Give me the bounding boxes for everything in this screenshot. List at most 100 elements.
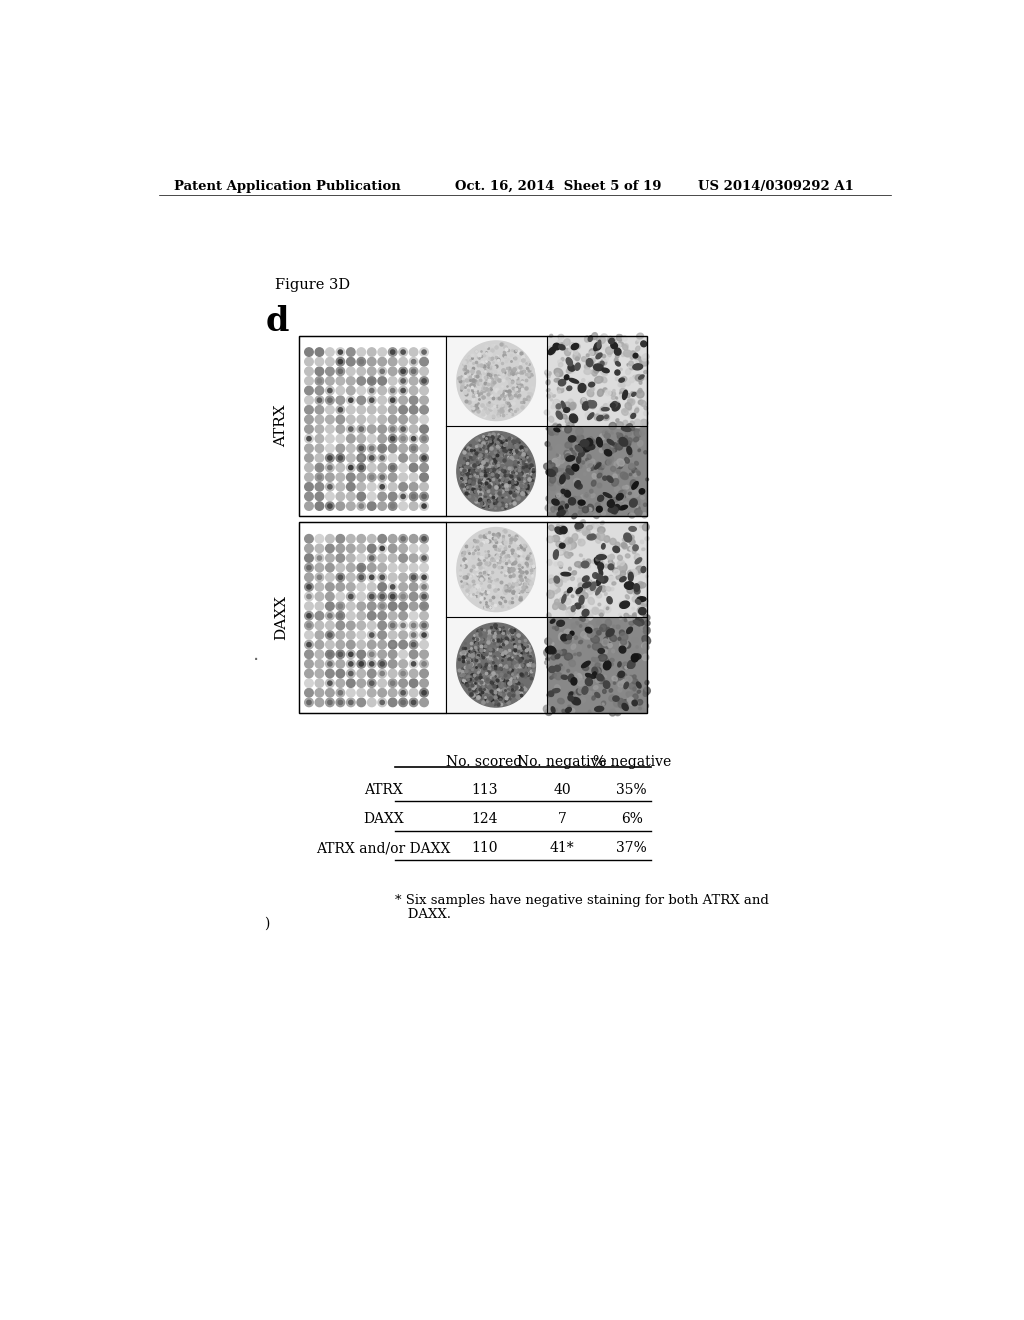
Circle shape bbox=[368, 564, 376, 572]
Ellipse shape bbox=[587, 359, 593, 367]
Ellipse shape bbox=[642, 524, 649, 531]
Ellipse shape bbox=[644, 620, 650, 626]
Ellipse shape bbox=[564, 426, 571, 433]
Ellipse shape bbox=[586, 678, 593, 685]
Ellipse shape bbox=[547, 593, 551, 595]
Circle shape bbox=[315, 463, 324, 471]
Circle shape bbox=[368, 405, 376, 414]
Ellipse shape bbox=[579, 451, 585, 457]
Ellipse shape bbox=[626, 692, 633, 698]
Ellipse shape bbox=[574, 672, 578, 673]
Ellipse shape bbox=[554, 562, 558, 566]
Ellipse shape bbox=[567, 587, 572, 593]
Ellipse shape bbox=[583, 507, 589, 512]
Circle shape bbox=[368, 376, 376, 385]
Circle shape bbox=[370, 475, 374, 479]
Ellipse shape bbox=[592, 696, 595, 700]
Circle shape bbox=[370, 379, 374, 383]
Ellipse shape bbox=[560, 502, 564, 506]
Ellipse shape bbox=[618, 381, 624, 387]
Ellipse shape bbox=[600, 342, 607, 350]
Circle shape bbox=[368, 473, 376, 482]
Ellipse shape bbox=[558, 391, 560, 393]
Circle shape bbox=[422, 437, 426, 441]
Circle shape bbox=[357, 669, 366, 677]
Ellipse shape bbox=[643, 688, 650, 694]
Circle shape bbox=[359, 466, 364, 470]
Circle shape bbox=[336, 640, 345, 649]
Circle shape bbox=[370, 652, 374, 656]
Ellipse shape bbox=[603, 492, 611, 498]
Circle shape bbox=[420, 473, 428, 482]
Circle shape bbox=[368, 358, 376, 366]
Ellipse shape bbox=[620, 601, 630, 609]
Ellipse shape bbox=[575, 434, 584, 442]
Circle shape bbox=[410, 678, 418, 688]
Circle shape bbox=[388, 358, 397, 366]
Circle shape bbox=[401, 537, 406, 541]
Circle shape bbox=[390, 437, 395, 441]
Ellipse shape bbox=[565, 504, 568, 508]
Circle shape bbox=[336, 492, 345, 500]
Circle shape bbox=[410, 463, 418, 471]
Circle shape bbox=[326, 669, 334, 677]
Text: 110: 110 bbox=[471, 841, 498, 855]
Ellipse shape bbox=[567, 385, 571, 391]
Ellipse shape bbox=[564, 552, 571, 558]
Ellipse shape bbox=[615, 378, 618, 380]
Circle shape bbox=[326, 425, 334, 433]
Bar bbox=[299, 521, 445, 713]
Circle shape bbox=[368, 602, 376, 610]
Ellipse shape bbox=[617, 661, 622, 667]
Ellipse shape bbox=[564, 598, 571, 605]
Circle shape bbox=[399, 367, 408, 376]
Circle shape bbox=[420, 358, 428, 366]
Ellipse shape bbox=[621, 383, 626, 387]
Ellipse shape bbox=[592, 480, 596, 486]
Circle shape bbox=[368, 544, 376, 553]
Ellipse shape bbox=[637, 507, 640, 511]
Ellipse shape bbox=[559, 664, 562, 668]
Ellipse shape bbox=[607, 352, 611, 356]
Ellipse shape bbox=[599, 682, 606, 689]
Ellipse shape bbox=[553, 424, 557, 428]
Ellipse shape bbox=[571, 677, 577, 685]
Circle shape bbox=[410, 593, 418, 601]
Ellipse shape bbox=[631, 678, 638, 684]
Ellipse shape bbox=[623, 496, 626, 498]
Circle shape bbox=[336, 573, 345, 582]
Ellipse shape bbox=[633, 354, 638, 359]
Ellipse shape bbox=[596, 507, 602, 512]
Ellipse shape bbox=[561, 401, 566, 411]
Ellipse shape bbox=[568, 436, 575, 442]
Circle shape bbox=[357, 416, 366, 424]
Circle shape bbox=[368, 582, 376, 591]
Ellipse shape bbox=[587, 400, 594, 408]
Ellipse shape bbox=[603, 636, 611, 644]
Circle shape bbox=[422, 556, 426, 560]
Ellipse shape bbox=[632, 482, 638, 490]
Ellipse shape bbox=[601, 334, 607, 341]
Ellipse shape bbox=[623, 491, 626, 495]
Ellipse shape bbox=[601, 586, 606, 593]
Ellipse shape bbox=[618, 701, 628, 709]
Ellipse shape bbox=[565, 544, 570, 550]
Ellipse shape bbox=[642, 655, 649, 660]
Ellipse shape bbox=[584, 605, 587, 609]
Circle shape bbox=[336, 425, 345, 433]
Ellipse shape bbox=[602, 430, 609, 437]
Circle shape bbox=[336, 502, 345, 511]
Circle shape bbox=[378, 660, 386, 668]
Ellipse shape bbox=[616, 494, 624, 500]
Text: ATRX: ATRX bbox=[274, 405, 289, 447]
Ellipse shape bbox=[606, 607, 609, 610]
Ellipse shape bbox=[579, 384, 586, 392]
Circle shape bbox=[378, 564, 386, 572]
Circle shape bbox=[305, 698, 313, 706]
Ellipse shape bbox=[553, 424, 558, 429]
Ellipse shape bbox=[549, 578, 555, 583]
Circle shape bbox=[315, 573, 324, 582]
Ellipse shape bbox=[560, 409, 563, 412]
Circle shape bbox=[305, 463, 313, 471]
Ellipse shape bbox=[641, 341, 646, 347]
